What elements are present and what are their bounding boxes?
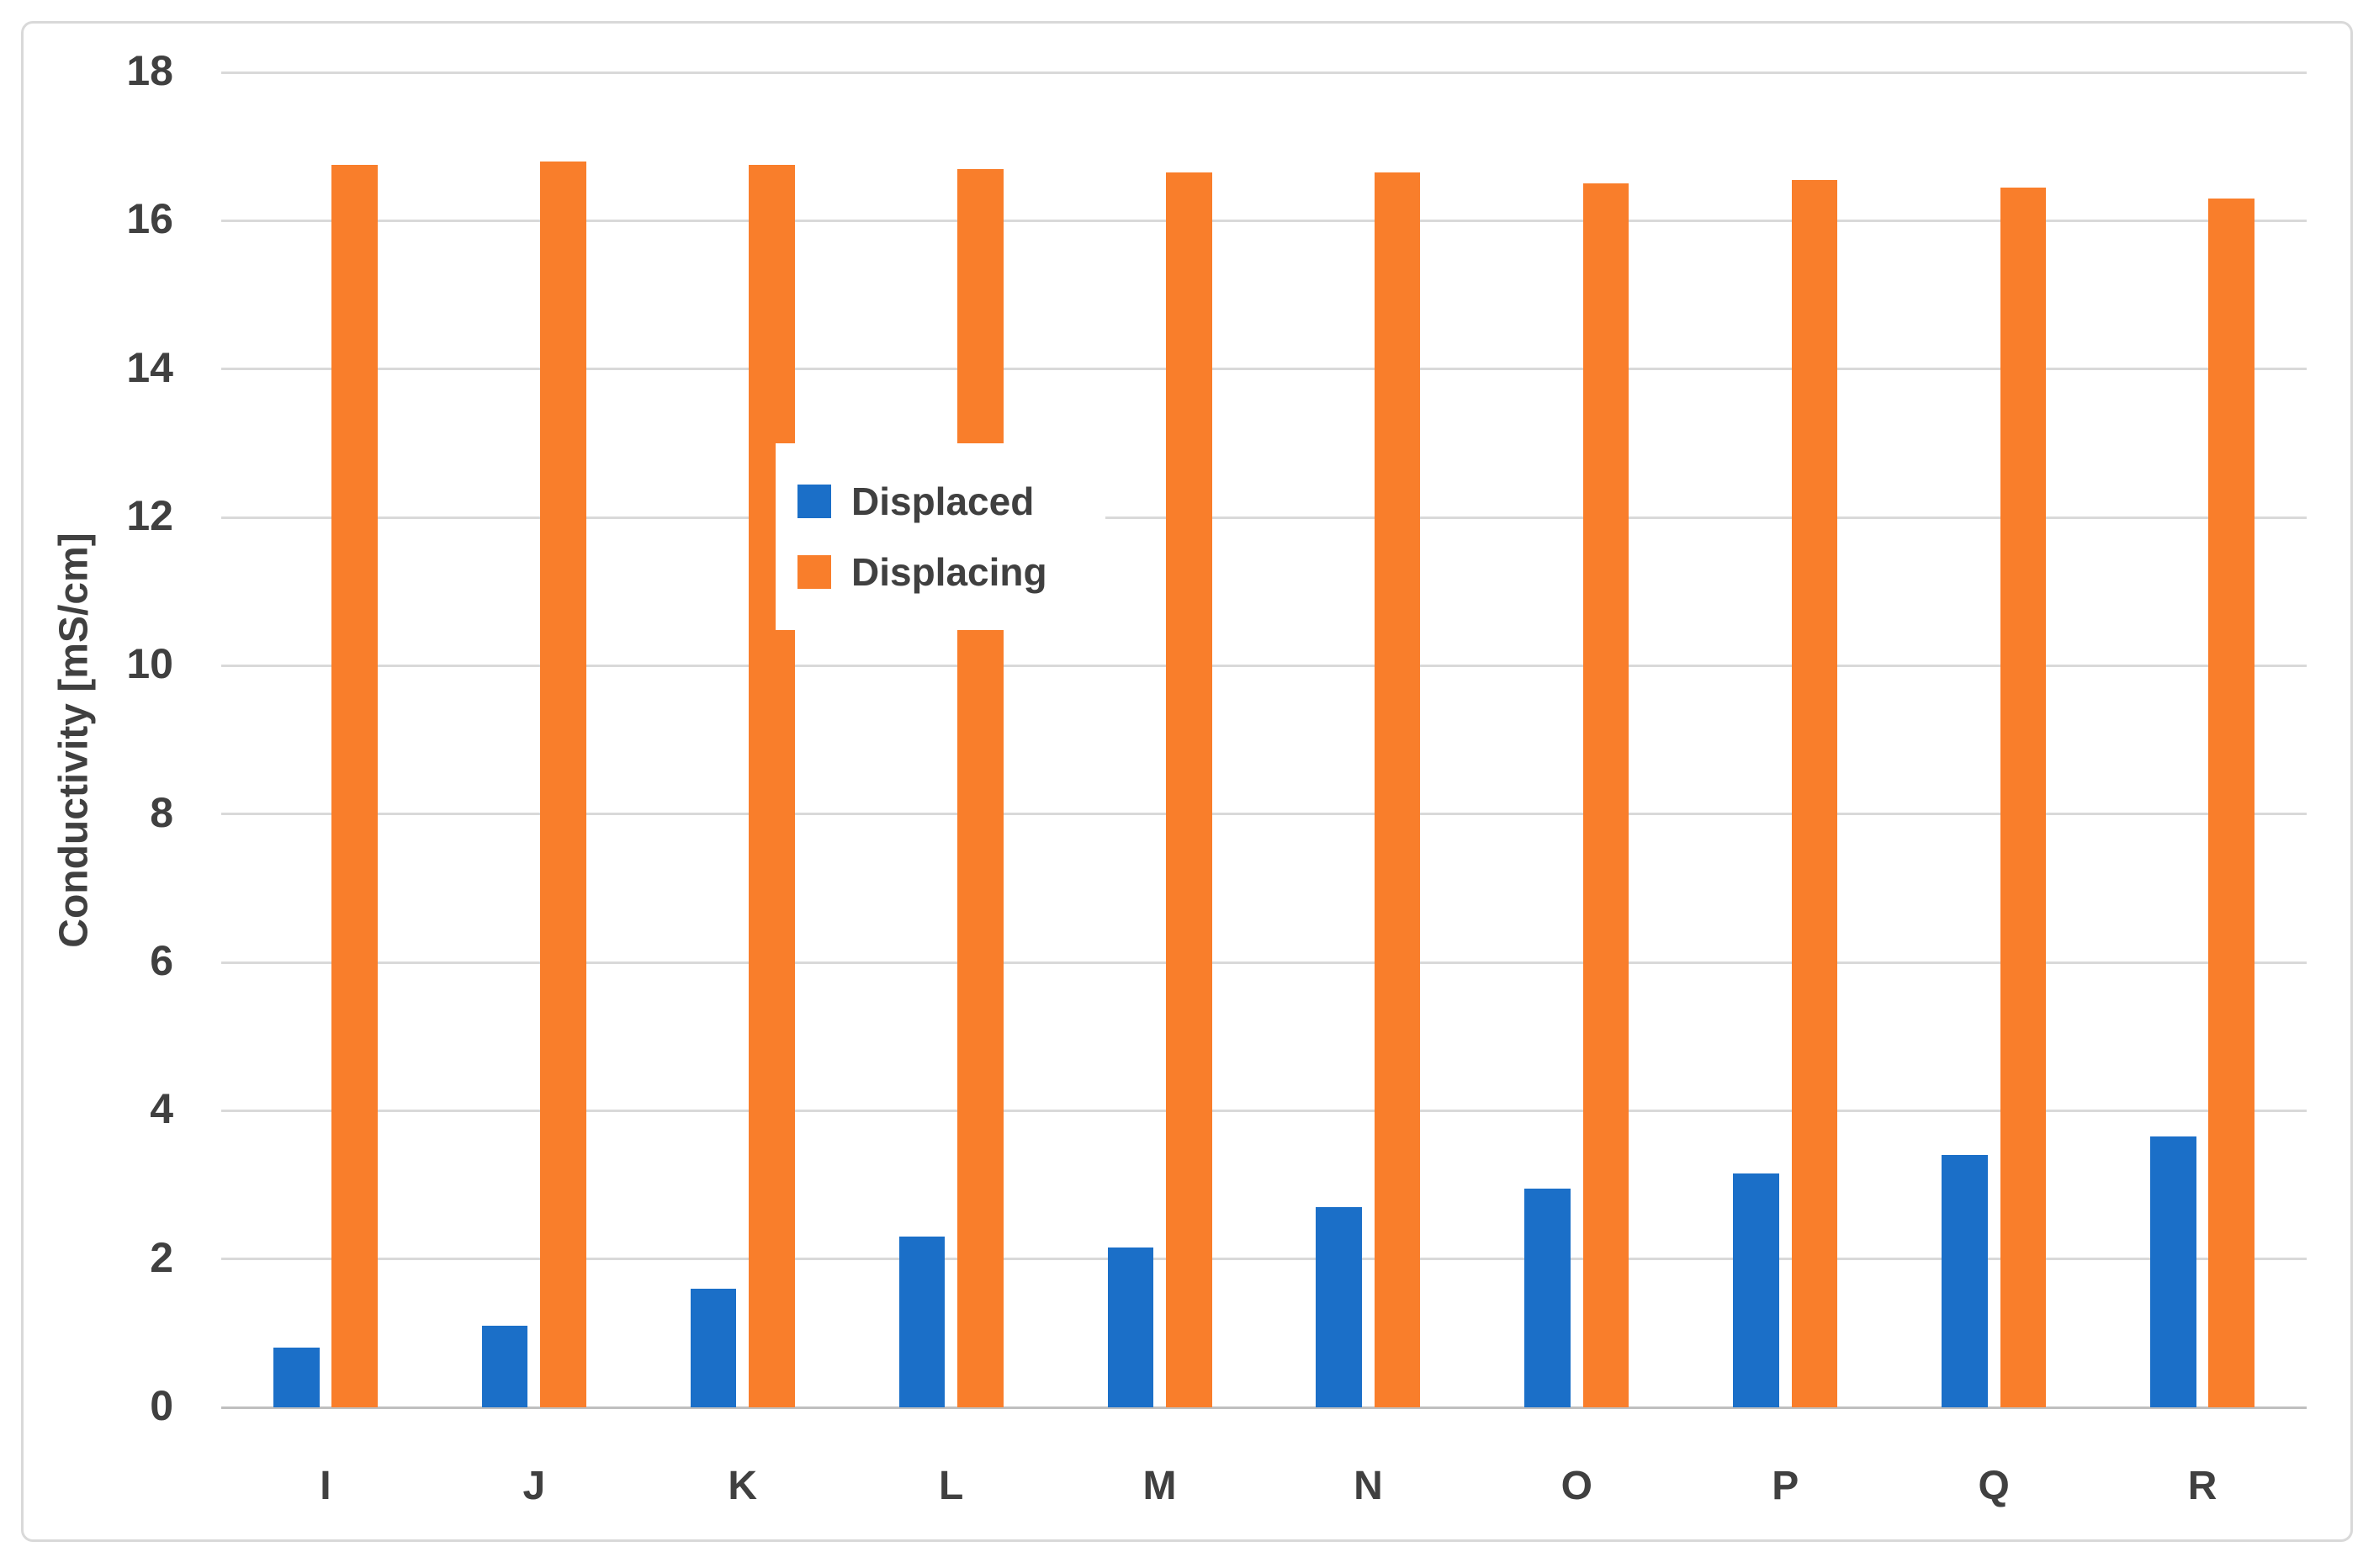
bar-displaced-i	[273, 1348, 320, 1407]
h-gridline-14	[221, 368, 2307, 371]
y-tick-label-4: 4	[150, 1085, 173, 1133]
h-gridline-12	[221, 516, 2307, 519]
bar-displacing-q	[2000, 187, 2047, 1407]
x-tick-label-q: Q	[1978, 1464, 2010, 1508]
x-tick-label-m: M	[1142, 1464, 1177, 1508]
h-gridline-6	[221, 961, 2307, 964]
x-tick-label-j: J	[522, 1464, 546, 1508]
bar-displaced-q	[1942, 1155, 1988, 1407]
y-tick-label-2: 2	[150, 1233, 173, 1281]
bar-displaced-j	[481, 1326, 528, 1407]
bar-displacing-r	[2208, 198, 2255, 1407]
bar-displaced-k	[690, 1288, 737, 1407]
legend: Displaced Displacing	[776, 443, 1105, 630]
bar-displacing-n	[1374, 172, 1421, 1407]
bar-displacing-m	[1165, 172, 1212, 1407]
y-tick-label-18: 18	[126, 47, 173, 94]
x-tick-label-k: K	[728, 1464, 758, 1508]
y-tick-label-14: 14	[126, 343, 173, 391]
bar-displaced-p	[1733, 1173, 1779, 1407]
bar-displacing-k	[749, 165, 795, 1407]
y-tick-label-12: 12	[126, 492, 173, 539]
x-tick-label-r: R	[2187, 1464, 2217, 1508]
bar-displacing-l	[957, 168, 1004, 1407]
h-gridline-10	[221, 664, 2307, 667]
plot-area	[221, 71, 2307, 1409]
h-gridline-2	[221, 1258, 2307, 1261]
bar-displaced-r	[2150, 1136, 2196, 1407]
h-gridline-16	[221, 219, 2307, 222]
h-gridline-18	[221, 71, 2307, 74]
x-tick-label-l: L	[938, 1464, 964, 1508]
bar-displaced-n	[1316, 1206, 1362, 1407]
bar-displaced-l	[898, 1237, 946, 1407]
bar-displacing-p	[1791, 179, 1838, 1407]
x-tick-label-o: O	[1560, 1464, 1593, 1508]
x-axis-baseline	[221, 1406, 2307, 1409]
x-tick-label-n: N	[1354, 1464, 1383, 1508]
bar-displacing-i	[331, 165, 378, 1407]
legend-entry-displacing: Displacing	[797, 548, 1105, 596]
bar-displaced-m	[1107, 1248, 1154, 1407]
y-tick-label-6: 6	[150, 937, 173, 984]
y-axis-tick-labels: 0 2 4 6 8 10 12 14 16 18	[0, 0, 178, 1568]
x-tick-label-i: I	[320, 1464, 331, 1508]
y-tick-label-16: 16	[126, 195, 173, 243]
legend-label-displaced: Displaced	[851, 479, 1035, 523]
y-tick-label-0: 0	[150, 1382, 173, 1429]
legend-swatch-displaced	[797, 485, 831, 518]
bar-displaced-o	[1524, 1188, 1571, 1407]
chart-outer-border	[21, 21, 2353, 1542]
bar-displacing-j	[540, 161, 586, 1407]
h-gridline-4	[221, 1109, 2307, 1112]
legend-label-displacing: Displacing	[851, 550, 1047, 594]
bar-displacing-o	[1582, 183, 1629, 1407]
y-tick-label-10: 10	[126, 640, 173, 688]
x-tick-label-p: P	[1772, 1464, 1799, 1508]
legend-swatch-displacing	[797, 555, 831, 589]
y-tick-label-8: 8	[150, 788, 173, 836]
legend-entry-displaced: Displaced	[797, 478, 1105, 525]
h-gridline-8	[221, 813, 2307, 816]
